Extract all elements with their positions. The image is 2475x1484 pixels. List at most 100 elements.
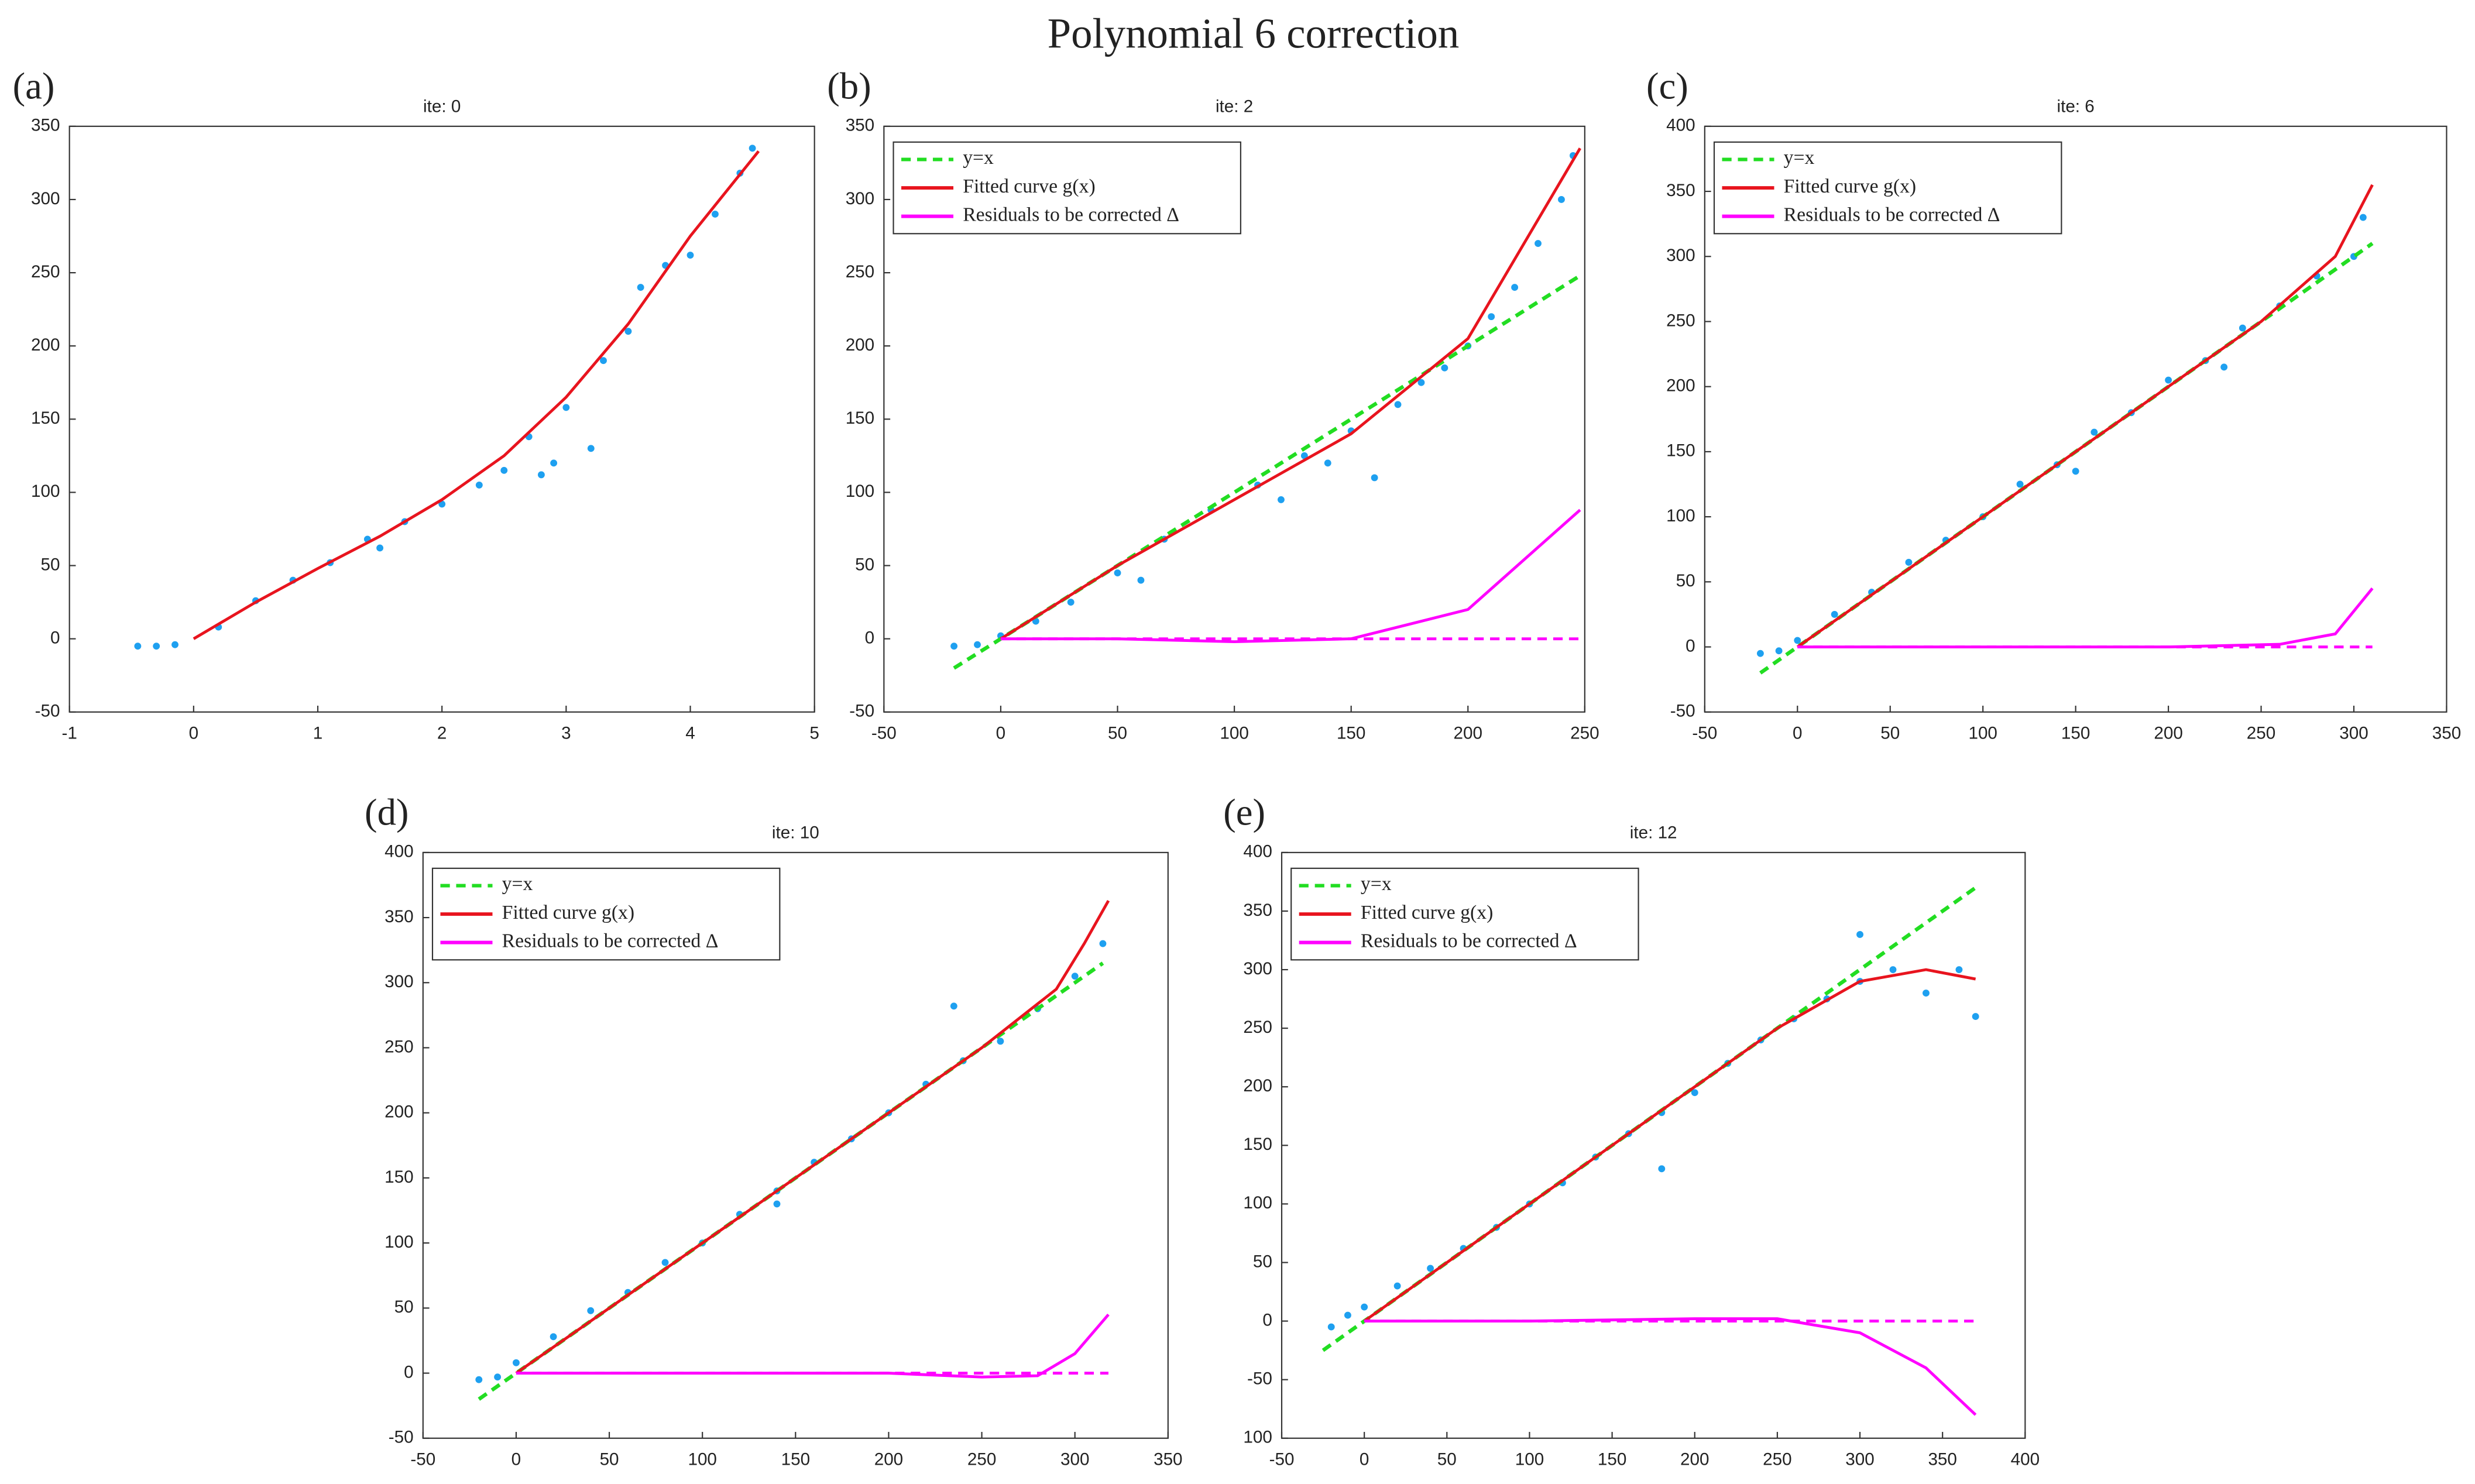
axes-box bbox=[1281, 851, 2026, 1439]
scatter-point bbox=[1856, 931, 1863, 938]
legend-label: y=x bbox=[963, 147, 994, 169]
scatter-point bbox=[376, 544, 384, 552]
x-tick-label: 300 bbox=[2339, 723, 2368, 743]
scatter-point bbox=[494, 1373, 502, 1381]
y-tick-label: 100 bbox=[1243, 1428, 1272, 1447]
scatter-point bbox=[1137, 576, 1145, 584]
y-tick-label: 150 bbox=[385, 1167, 413, 1187]
y-tick-label: 350 bbox=[1666, 181, 1695, 200]
y-tick-label: 350 bbox=[1243, 901, 1272, 920]
y-tick-label: 0 bbox=[404, 1362, 413, 1382]
scatter-point bbox=[1427, 1265, 1434, 1272]
scatter-point bbox=[537, 471, 545, 479]
x-tick-label: 200 bbox=[1454, 723, 1482, 743]
scatter-point bbox=[637, 284, 644, 291]
scatter-point bbox=[712, 211, 719, 218]
y-tick-label: 250 bbox=[385, 1037, 413, 1056]
legend-label: Fitted curve g(x) bbox=[1361, 902, 1493, 923]
curve bbox=[953, 274, 1581, 670]
scatter-point bbox=[974, 641, 981, 648]
x-tick-label: 250 bbox=[1570, 723, 1599, 743]
x-tick-label: 200 bbox=[2154, 723, 2182, 743]
scatter-point bbox=[1371, 474, 1378, 482]
y-tick-label: 50 bbox=[40, 555, 60, 574]
x-tick-label: 0 bbox=[1360, 1449, 1369, 1469]
y-tick-label: 300 bbox=[385, 972, 413, 991]
x-tick-label: 0 bbox=[996, 723, 1005, 743]
scatter-point bbox=[1324, 459, 1331, 467]
scatter-point bbox=[1441, 364, 1448, 372]
scatter-point bbox=[1905, 559, 1913, 566]
scatter-point bbox=[950, 643, 958, 650]
y-tick-label: 300 bbox=[1243, 959, 1272, 978]
x-tick-label: -50 bbox=[410, 1449, 435, 1469]
scatter-point bbox=[997, 1038, 1004, 1045]
y-tick-label: 350 bbox=[31, 116, 60, 135]
y-tick-label: 250 bbox=[31, 262, 60, 281]
y-tick-label: 100 bbox=[385, 1232, 413, 1252]
x-tick-label: 200 bbox=[1680, 1449, 1709, 1469]
panel-label: (d) bbox=[365, 792, 409, 834]
scatter-point bbox=[1558, 196, 1565, 203]
scatter-point bbox=[2016, 480, 2024, 488]
scatter-point bbox=[171, 641, 178, 648]
scatter-point bbox=[600, 357, 607, 365]
y-tick-label: 0 bbox=[1262, 1310, 1272, 1330]
x-tick-label: 50 bbox=[1108, 723, 1127, 743]
y-tick-label: 150 bbox=[1243, 1135, 1272, 1154]
axes-box bbox=[1704, 125, 2447, 713]
x-tick-label: 2 bbox=[437, 723, 447, 743]
x-tick-label: -1 bbox=[61, 723, 77, 743]
x-tick-label: 350 bbox=[1928, 1449, 1956, 1469]
y-tick-label: 250 bbox=[1243, 1018, 1272, 1037]
x-tick-label: 100 bbox=[1515, 1449, 1544, 1469]
scatter-point bbox=[1658, 1165, 1666, 1173]
scatter-point bbox=[1278, 496, 1285, 503]
y-tick-label: 300 bbox=[846, 189, 874, 208]
y-tick-label: 50 bbox=[855, 555, 874, 574]
subplot-title: ite: 12 bbox=[1630, 823, 1677, 842]
y-tick-label: 150 bbox=[846, 408, 874, 428]
scatter-point bbox=[1691, 1089, 1698, 1097]
legend-label: Residuals to be corrected Δ bbox=[1361, 930, 1577, 951]
figure-title: Polynomial 6 correction bbox=[1048, 9, 1460, 57]
scatter-point bbox=[624, 328, 632, 335]
y-tick-label: -50 bbox=[1670, 702, 1695, 721]
legend-label: Residuals to be corrected Δ bbox=[502, 930, 719, 951]
scatter-point bbox=[2359, 214, 2367, 221]
scatter-point bbox=[1831, 610, 1838, 618]
scatter-point bbox=[1488, 313, 1495, 321]
x-tick-label: 350 bbox=[1154, 1449, 1182, 1469]
curve bbox=[1796, 184, 2374, 648]
plot-area bbox=[69, 126, 815, 712]
y-tick-label: 0 bbox=[865, 628, 874, 647]
y-tick-label: 0 bbox=[1686, 636, 1695, 655]
y-tick-label: 50 bbox=[1676, 571, 1695, 590]
x-tick-label: 100 bbox=[688, 1449, 716, 1469]
panel-label: (c) bbox=[1646, 66, 1688, 108]
y-tick-label: 300 bbox=[1666, 246, 1695, 265]
legend-label: y=x bbox=[1784, 147, 1815, 169]
scatter-point bbox=[2090, 428, 2098, 436]
x-tick-label: 300 bbox=[1845, 1449, 1874, 1469]
scatter-point bbox=[2072, 468, 2079, 475]
scatter-point bbox=[1756, 650, 1764, 657]
scatter-point bbox=[475, 481, 483, 489]
curve bbox=[1363, 968, 1976, 1322]
y-tick-label: 350 bbox=[385, 907, 413, 926]
y-tick-label: 300 bbox=[31, 189, 60, 208]
scatter-point bbox=[1955, 966, 1963, 973]
scatter-point bbox=[1327, 1323, 1335, 1331]
panel-label: (e) bbox=[1223, 792, 1265, 834]
curve bbox=[1000, 147, 1581, 640]
axes-box bbox=[422, 851, 1169, 1439]
y-tick-label: 250 bbox=[1666, 311, 1695, 330]
y-tick-label: 200 bbox=[1243, 1076, 1272, 1095]
scatter-point bbox=[1889, 966, 1897, 973]
scatter-point bbox=[550, 1333, 557, 1341]
y-tick-label: 400 bbox=[1666, 116, 1695, 135]
scatter-point bbox=[1067, 599, 1075, 606]
curve bbox=[193, 150, 760, 640]
subplot-title: ite: 2 bbox=[1216, 97, 1253, 116]
scatter-point bbox=[661, 1259, 669, 1266]
